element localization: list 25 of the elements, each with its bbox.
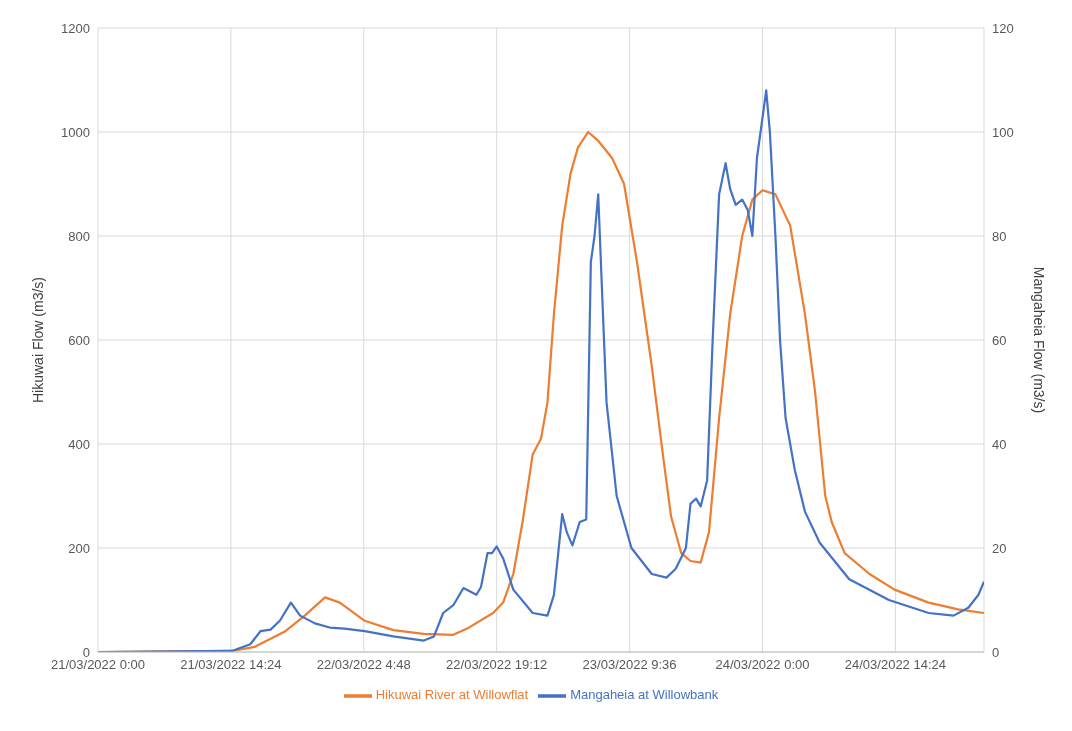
y2-tick-label: 80	[992, 228, 1007, 244]
x-tick-label: 21/03/2022 14:24	[180, 657, 282, 673]
y-tick-label: 0	[82, 644, 90, 660]
x-tick-label: 22/03/2022 19:12	[446, 657, 548, 673]
y2-tick-label: 100	[992, 124, 1014, 140]
y-axis-title: Hikuwai Flow (m3/s)	[29, 276, 46, 404]
x-tick-label: 22/03/2022 4:48	[316, 657, 411, 673]
x-tick-label: 23/03/2022 9:36	[582, 657, 677, 673]
y2-tick-label: 120	[992, 20, 1014, 36]
y2-tick-label: 40	[992, 436, 1007, 452]
y-tick-label: 800	[68, 228, 90, 244]
y-tick-label: 200	[68, 540, 90, 556]
y2-tick-label: 60	[992, 332, 1007, 348]
y2-axis-title: Mangaheia Flow (m3/s)	[1031, 266, 1048, 414]
x-tick-label: 21/03/2022 0:00	[51, 657, 145, 673]
legend-label: Hikuwai River at Willowflat	[375, 687, 529, 703]
y-tick-label: 600	[68, 332, 90, 348]
legend-label: Mangaheia at Willowbank	[570, 687, 719, 703]
y2-tick-label: 0	[992, 644, 1000, 660]
y-tick-label: 400	[68, 436, 90, 452]
x-tick-label: 24/03/2022 14:24	[844, 657, 947, 673]
x-tick-label: 24/03/2022 0:00	[715, 657, 810, 673]
y-tick-label: 1000	[61, 124, 90, 140]
y-tick-label: 1200	[61, 20, 90, 36]
y2-tick-label: 20	[992, 540, 1007, 556]
